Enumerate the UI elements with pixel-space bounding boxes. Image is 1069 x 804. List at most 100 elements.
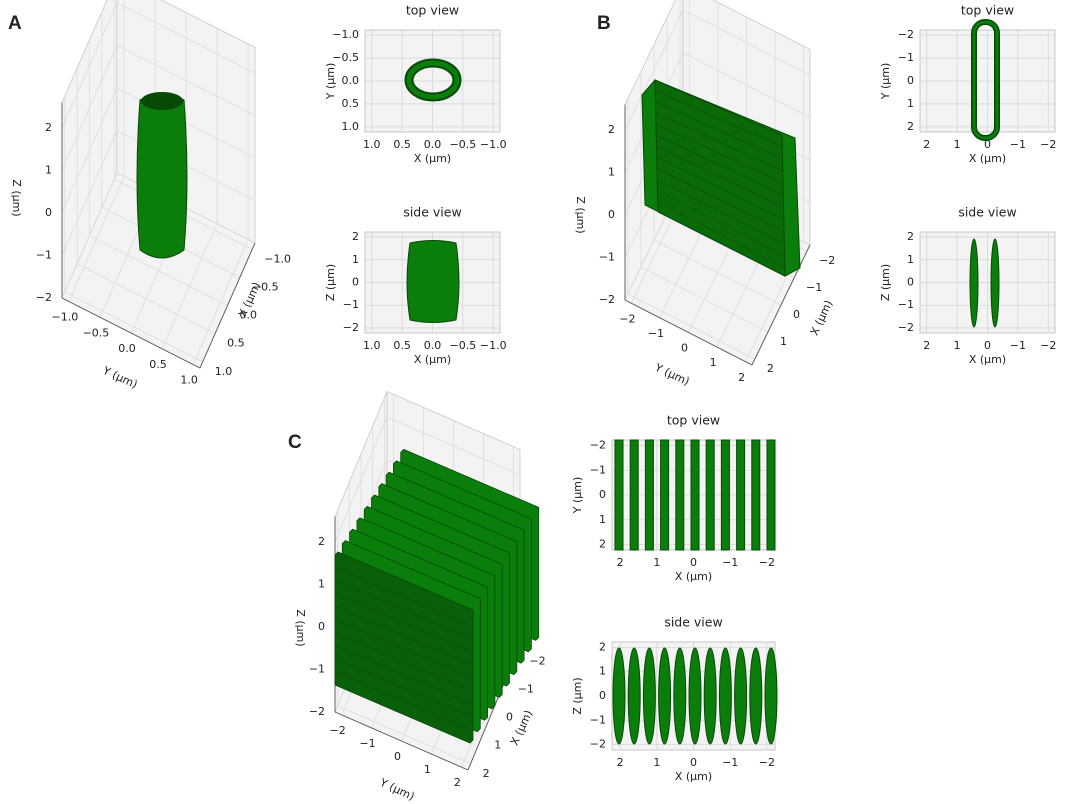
tick-label: −1.0 (480, 339, 507, 352)
tick-label: −1 (898, 51, 914, 64)
view-title: side view (403, 205, 461, 220)
tick-label: 1 (352, 253, 359, 266)
tick-label: 1.0 (215, 365, 233, 378)
slab-line (655, 156, 784, 220)
tick-label: 1.0 (363, 138, 381, 151)
tick-label: −2 (759, 756, 775, 769)
tick-label: 1 (424, 763, 431, 776)
slab-line (655, 145, 784, 208)
y-axis-label: Z (μm) (324, 264, 337, 301)
grid-line (653, 239, 782, 306)
x-axis-label: X (μm) (808, 298, 836, 337)
bar-strip (644, 439, 654, 551)
tick-label: −2 (529, 654, 545, 667)
grid-line (61, 2, 118, 129)
tick-label: 0 (45, 206, 52, 219)
tick-label: −2 (309, 705, 325, 718)
axis-line (334, 711, 469, 771)
grid-line (61, 45, 118, 171)
tick-label: −1 (1010, 339, 1026, 352)
tick-label: −1.0 (332, 28, 359, 41)
tick-label: 0 (681, 342, 688, 355)
tick-label: 1 (318, 578, 325, 591)
tick-label: 1 (780, 335, 787, 348)
y-axis-label: Y (μm) (324, 63, 337, 101)
tick-label: 0 (907, 276, 914, 289)
bar-strip (629, 439, 639, 551)
tick-label: 0 (793, 308, 800, 321)
y-axis-label: Y (μm) (100, 364, 139, 392)
view-title: top view (961, 3, 1014, 18)
tick-label: −1 (590, 463, 606, 476)
lens (718, 647, 732, 745)
bar-strip (614, 439, 624, 551)
tick-label: −1 (343, 298, 359, 311)
tick-label: −2 (898, 28, 914, 41)
tick-label: 1 (710, 356, 717, 369)
tick-label: −1 (309, 663, 325, 676)
tick-label: 0 (506, 711, 513, 724)
bar-strip (705, 439, 715, 551)
tick-label: −1.0 (264, 252, 291, 265)
tick-label: 2 (923, 339, 930, 352)
tick-label: −0.5 (450, 138, 477, 151)
tick-label: 1 (653, 556, 660, 569)
cylinder-top (141, 92, 183, 110)
plate-line (335, 567, 471, 626)
tick-label: −1 (898, 298, 914, 311)
tick-label: 0 (394, 750, 401, 763)
plate (334, 551, 474, 744)
view-title: top view (406, 3, 459, 18)
tick-label: −2 (599, 293, 615, 306)
tick-label: 0.5 (227, 337, 245, 350)
lens (642, 647, 656, 745)
tick-label: 1.0 (180, 374, 198, 387)
x-axis-label: X (μm) (414, 152, 451, 165)
view-title: side view (958, 205, 1016, 220)
tick-label: −2 (819, 254, 835, 267)
tick-label: 0.0 (118, 342, 136, 355)
tick-label: −2 (898, 321, 914, 334)
tick-label: −2 (1040, 339, 1056, 352)
tick-label: −2 (330, 724, 346, 737)
x-axis-label: X (μm) (675, 770, 712, 783)
slab-line (655, 189, 784, 256)
tick-label: 0 (690, 556, 697, 569)
slab-line (655, 167, 784, 232)
lens (749, 647, 763, 745)
tick-label: 2 (617, 756, 624, 769)
z-axis-label: Z (μm) (294, 609, 307, 646)
tick-label: −1.0 (52, 311, 79, 324)
lens (969, 238, 979, 328)
tick-label: 0 (608, 208, 615, 221)
x-axis-label: X (μm) (969, 152, 1006, 165)
tick-label: 1 (494, 739, 501, 752)
tick-label: 1.0 (363, 339, 381, 352)
lens (764, 647, 778, 745)
slab-line (655, 90, 784, 148)
y-axis-label: Y (μm) (571, 477, 584, 515)
tick-label: 2 (617, 556, 624, 569)
tick-label: −1 (806, 281, 822, 294)
slab-line (655, 112, 784, 172)
tick-label: 2 (767, 362, 774, 375)
plate-line (335, 671, 471, 730)
plate-line (335, 645, 471, 704)
tick-label: 2 (738, 371, 745, 384)
slab-line (655, 178, 784, 244)
grid-line (337, 705, 471, 765)
tick-label: 2 (483, 767, 490, 780)
tick-label: 0.0 (240, 309, 258, 322)
plate-line (335, 593, 471, 652)
slab-line (655, 123, 784, 184)
x-axis-label: X (μm) (675, 570, 712, 583)
grid-line (334, 416, 388, 543)
tick-label: 0.0 (424, 138, 442, 151)
tick-label: −1 (599, 251, 615, 264)
slab-line (655, 101, 784, 160)
tick-label: 0.5 (342, 97, 360, 110)
x-axis-label: X (μm) (236, 280, 264, 319)
grid-line (61, 172, 118, 299)
grid-line (89, 235, 228, 306)
tick-label: 2 (45, 121, 52, 134)
